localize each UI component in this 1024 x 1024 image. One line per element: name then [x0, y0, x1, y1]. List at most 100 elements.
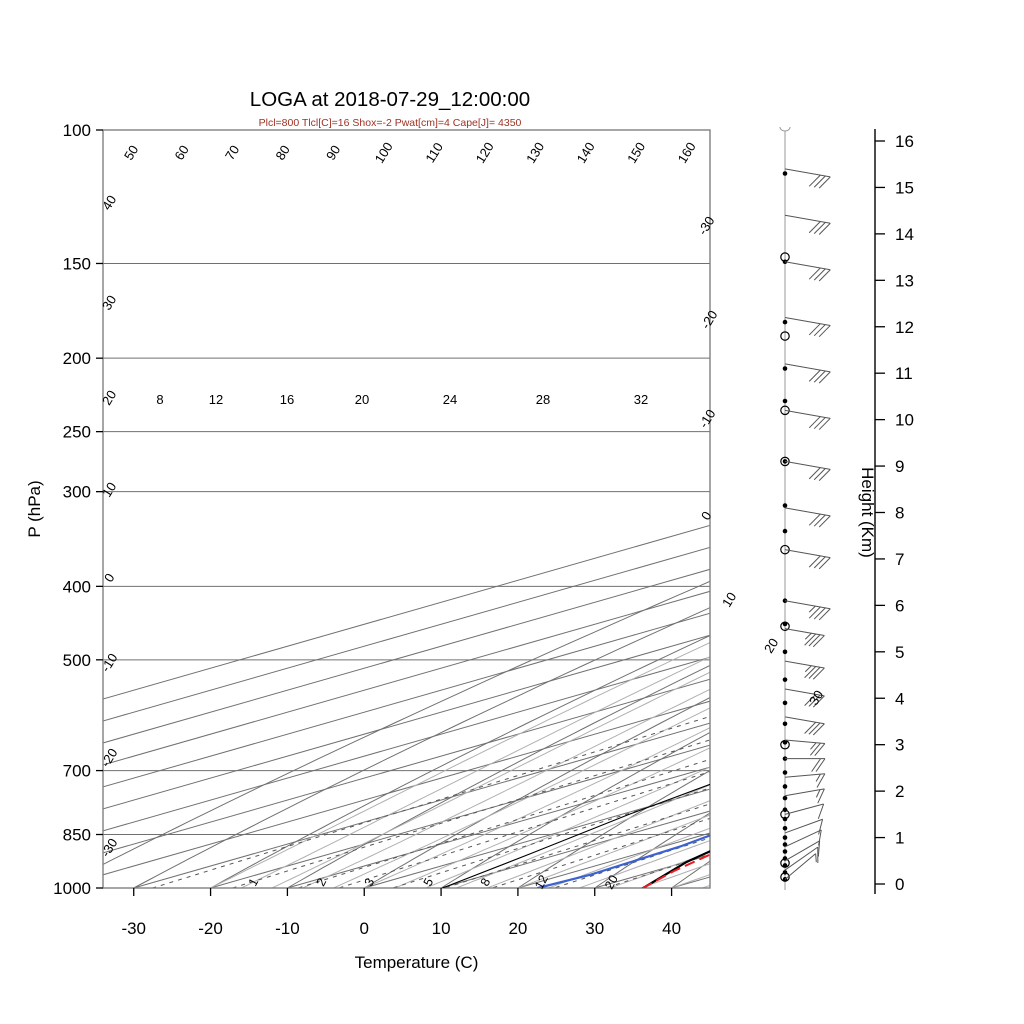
isotherm-10 — [440, 810, 710, 888]
profile-dewpoint — [536, 834, 710, 888]
mixing-ratio-label-12: 12 — [532, 873, 551, 892]
h-tick-label-11: 11 — [895, 364, 913, 383]
wind-barb-8 — [785, 758, 826, 772]
wind-barb-15 — [784, 549, 831, 570]
wind-barb-21 — [784, 261, 831, 282]
dry-adiabat-60 — [825, 130, 1024, 888]
h-tick-label-5: 5 — [895, 643, 904, 662]
wind-barb-12 — [784, 660, 825, 680]
mixing-ratio-20 — [552, 837, 710, 888]
dry-adiabat-label-130: 130 — [523, 139, 547, 165]
dry-adiabat-label-100: 100 — [372, 139, 396, 165]
sounding-level-circle — [780, 456, 790, 467]
sounding-level-dot — [782, 398, 788, 404]
moist-adiabat-label-8: 8 — [156, 392, 163, 407]
mixing-ratio-1 — [230, 739, 710, 888]
isotherm-left-label--20: -20 — [98, 746, 121, 770]
isotherm-right-label--10: -10 — [696, 407, 719, 431]
height-axis-label: Height (Km) — [858, 467, 877, 558]
isotherm-left-label-40: 40 — [99, 193, 119, 213]
t-tick-label--20: -20 — [198, 919, 223, 938]
mixing-ratio-label-5: 5 — [421, 876, 437, 889]
sounding-level-circle — [780, 331, 790, 341]
isotherms — [103, 130, 1024, 888]
dry-adiabat-label-60: 60 — [171, 143, 191, 163]
wind-barb-9 — [784, 739, 826, 757]
mixing-ratio-label-3: 3 — [362, 876, 378, 889]
mixing-ratio-5 — [391, 787, 710, 888]
mixing-ratio-label-20: 20 — [602, 873, 621, 892]
y-axis-label: P (hPa) — [25, 480, 44, 537]
p-tick-label-200: 200 — [63, 349, 91, 368]
profile-parcel — [642, 853, 710, 888]
h-tick-label-12: 12 — [895, 318, 914, 337]
h-tick-label-10: 10 — [895, 411, 914, 430]
t-tick-label--30: -30 — [121, 919, 146, 938]
sounding-level-circle — [780, 809, 790, 820]
isotherm-left-label--30: -30 — [98, 836, 121, 860]
isotherm-20 — [517, 832, 710, 888]
wind-barb-column — [779, 126, 831, 890]
h-tick-label-1: 1 — [895, 829, 904, 848]
moist-adiabat-28 — [579, 840, 710, 888]
moist-adiabat-label-12: 12 — [209, 392, 223, 407]
mixing-ratio-lines — [150, 715, 710, 888]
h-tick-label-16: 16 — [895, 132, 914, 151]
isotherm-left-label--10: -10 — [98, 651, 121, 675]
isotherm-left-label-30: 30 — [99, 293, 119, 313]
wind-barb-18 — [784, 409, 831, 430]
p-tick-label-1000: 1000 — [53, 879, 91, 898]
mixing-ratio-0.4 — [150, 715, 710, 888]
moist-adiabats — [210, 641, 710, 888]
page-title: LOGA at 2018-07-29_12:00:00 — [250, 88, 530, 111]
sounding-level-dot — [782, 842, 788, 847]
dry-adiabat-10 — [440, 731, 710, 888]
isotherm--20 — [210, 744, 710, 888]
dry-adiabat-label-140: 140 — [574, 139, 598, 165]
sounding-level-dot — [782, 700, 788, 706]
dry-adiabat-40 — [671, 860, 710, 888]
sounding-level-dot — [782, 740, 788, 745]
moist-adiabat-36 — [640, 863, 710, 888]
wind-barb-0 — [784, 853, 817, 880]
isotherm--60 — [103, 656, 710, 832]
moist-adiabat--12 — [271, 671, 710, 888]
dry-adiabats — [103, 130, 1024, 888]
sounding-level-dot — [782, 528, 788, 534]
isotherm--30 — [133, 722, 710, 888]
h-tick-label-9: 9 — [895, 457, 904, 476]
p-tick-label-250: 250 — [63, 423, 91, 442]
dry-adiabat-30 — [594, 812, 710, 888]
isotherm-left-label-10: 10 — [99, 480, 119, 500]
isotherm--50 — [103, 678, 710, 854]
h-tick-label-14: 14 — [895, 225, 914, 244]
isotherm-right-label-10: 10 — [719, 590, 739, 610]
profile-parcel-thin — [442, 783, 710, 888]
mixing-ratio-2 — [296, 758, 710, 888]
dry-adiabat--40 — [103, 580, 710, 865]
moist-adiabat-label-16: 16 — [280, 392, 294, 407]
moist-adiabat--4 — [333, 707, 710, 888]
mixing-ratio-label-1: 1 — [246, 876, 262, 889]
moist-adiabat-label-24: 24 — [443, 392, 457, 407]
grid-lines — [103, 130, 710, 888]
wind-barb-14 — [784, 600, 831, 621]
sounding-level-dot — [782, 849, 788, 854]
sounding-level-dot — [782, 319, 788, 325]
dry-adiabat-label-90: 90 — [323, 143, 343, 163]
p-tick-label-300: 300 — [63, 483, 91, 502]
p-tick-label-400: 400 — [63, 577, 91, 596]
p-tick-label-500: 500 — [63, 651, 91, 670]
isotherm-60 — [825, 130, 1024, 888]
sounding-level-dot — [782, 825, 788, 831]
dry-adiabat-0 — [363, 696, 710, 888]
isotherm--90 — [103, 590, 710, 766]
h-tick-label-8: 8 — [895, 504, 904, 523]
isotherm-right-label--20: -20 — [698, 308, 721, 332]
moist-adiabat-0 — [364, 727, 710, 888]
wind-barb-4 — [784, 818, 824, 835]
moist-adiabat--16 — [241, 656, 710, 888]
